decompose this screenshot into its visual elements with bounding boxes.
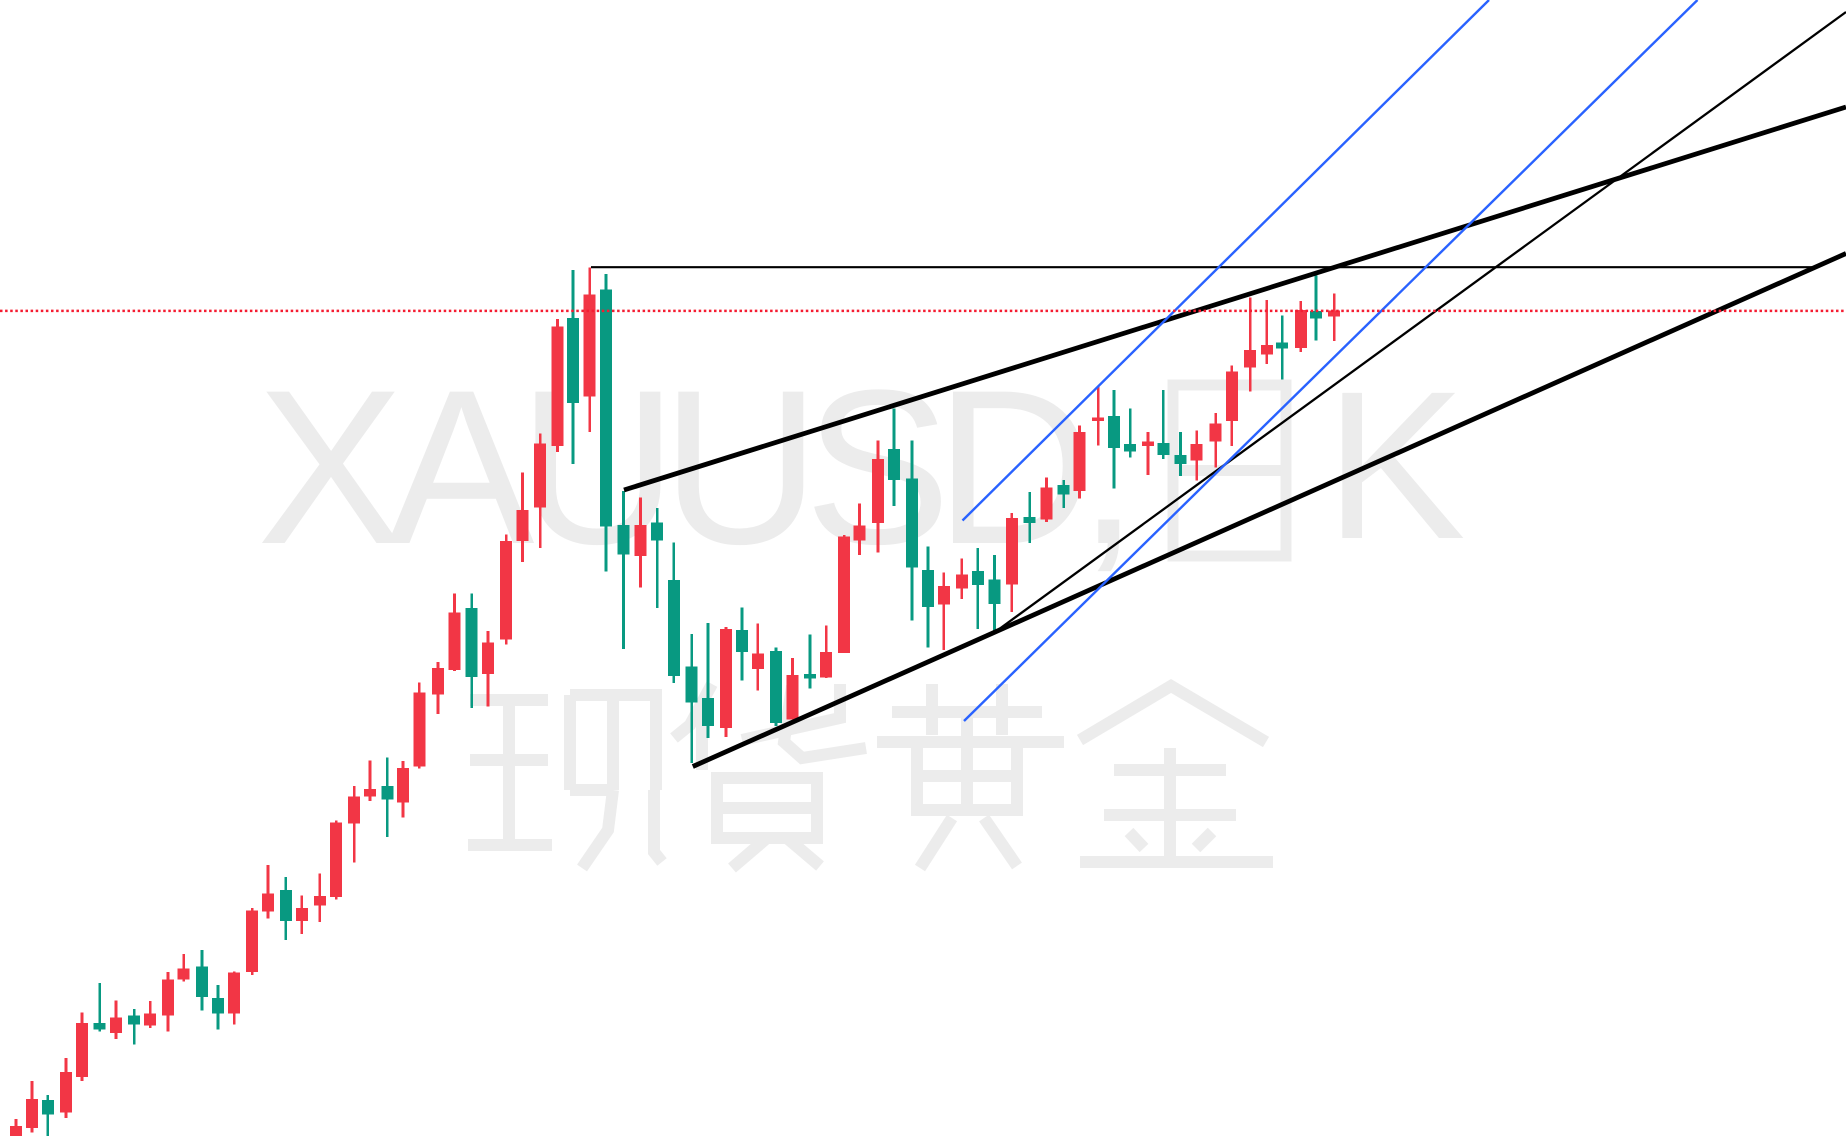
svg-text:K: K [1325, 347, 1466, 583]
